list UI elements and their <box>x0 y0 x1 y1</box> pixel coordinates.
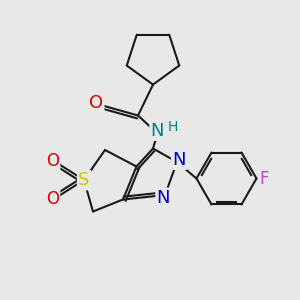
Text: O: O <box>89 94 103 112</box>
Text: N: N <box>151 122 164 140</box>
Text: N: N <box>172 151 186 169</box>
Text: O: O <box>46 190 59 208</box>
Text: H: H <box>168 120 178 134</box>
Text: S: S <box>78 171 90 189</box>
Text: F: F <box>259 169 269 188</box>
Text: O: O <box>46 152 59 169</box>
Text: N: N <box>157 189 170 207</box>
